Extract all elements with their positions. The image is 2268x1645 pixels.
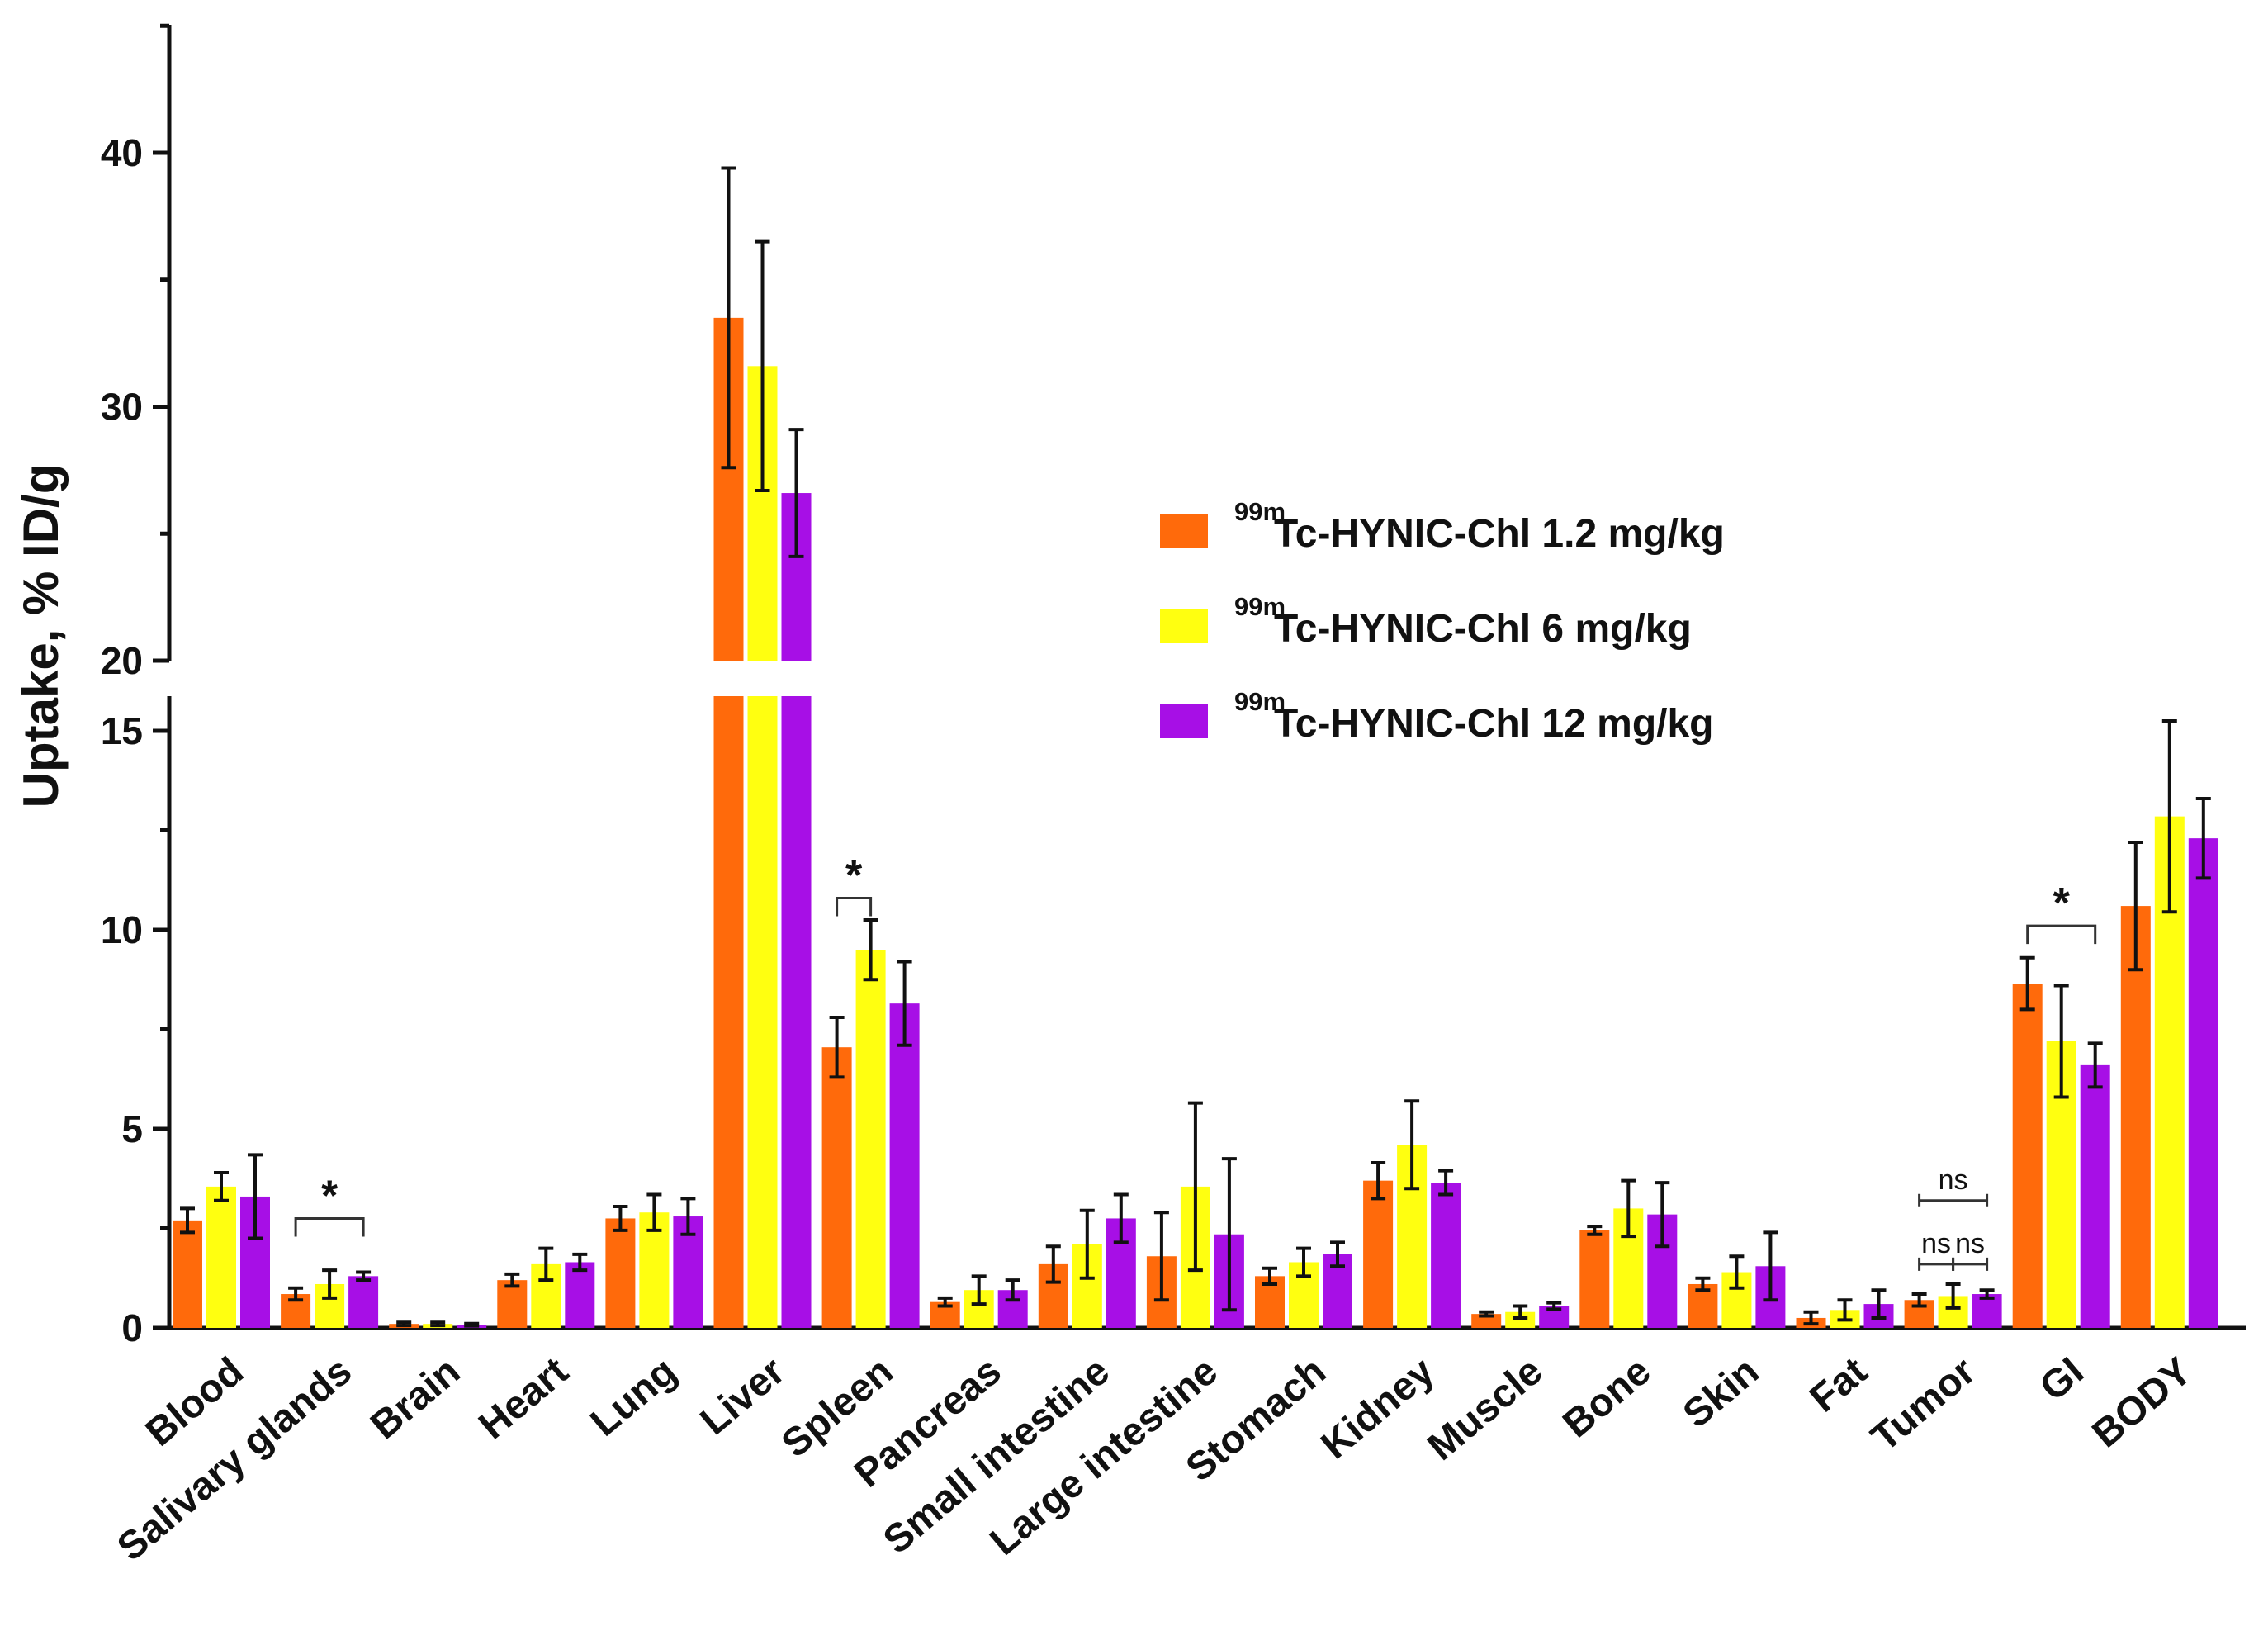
y-tick-label: 5 [121,1107,143,1150]
significance-label: * [321,1172,339,1220]
bar [497,1280,528,1328]
legend-label: Tc-HYNIC-Chl 1.2 mg/kg [1274,512,1725,556]
y-tick-label: 15 [101,709,143,752]
bar [2120,906,2151,1328]
bar [1431,1183,1461,1328]
bar [1363,1180,1394,1328]
bar [855,950,886,1328]
significance-bracket [2026,924,2097,945]
significance-bracket [1918,1257,1955,1271]
significance-label: * [2053,879,2071,927]
significance-bracket [836,896,873,917]
bar [206,1186,236,1328]
legend-superscript: 99m [1234,497,1286,526]
significance-bracket [1918,1193,1989,1207]
legend-label: Tc-HYNIC-Chl 12 mg/kg [1274,702,1714,746]
bar [1505,1311,1536,1328]
legend-swatch [1160,704,1208,738]
x-tick-label: Heart [471,1349,576,1448]
bar [747,696,778,1328]
bar [348,1276,379,1328]
significance-label: * [845,851,863,899]
significance-bracket [1952,1257,1989,1271]
legend-swatch [1160,514,1208,548]
bar [781,696,812,1328]
x-tick-label: BODY [2085,1349,2200,1457]
bar [605,1218,636,1328]
significance-label: ns [1921,1228,1951,1259]
x-tick-label: GI [2032,1349,2092,1410]
bar [2012,984,2043,1328]
y-tick-label: 30 [101,386,143,429]
significance-label: ns [1955,1228,1985,1259]
y-tick-label: 20 [101,639,143,682]
bar [565,1262,595,1328]
bar [713,696,744,1328]
x-tick-label: Skin [1675,1349,1768,1437]
y-tick-label: 0 [121,1306,143,1349]
y-axis-title: Uptake, % ID/g [13,464,69,808]
x-tick-label: Kidney [1314,1349,1443,1468]
x-tick-label: Bone [1555,1349,1659,1447]
bar [1972,1294,2002,1328]
bar [821,1047,852,1328]
bar [1579,1230,1610,1328]
y-tick-label: 10 [101,908,143,951]
legend-swatch [1160,609,1208,643]
significance-label: ns [1939,1164,1968,1196]
x-tick-label: Lung [583,1349,685,1445]
x-tick-label: Brain [362,1349,468,1448]
bar [889,1003,920,1328]
bar [2188,838,2218,1328]
x-tick-label: Tumor [1863,1349,1984,1460]
x-tick-label: Muscle [1420,1349,1551,1469]
legend-superscript: 99m [1234,687,1286,716]
bar [2080,1064,2110,1328]
x-tick-label: Fat [1802,1349,1875,1421]
significance-bracket [294,1216,365,1237]
legend-label: Tc-HYNIC-Chl 6 mg/kg [1274,607,1692,651]
bar [173,1220,202,1328]
legend-superscript: 99m [1234,592,1286,621]
y-tick-label: 40 [101,131,143,174]
